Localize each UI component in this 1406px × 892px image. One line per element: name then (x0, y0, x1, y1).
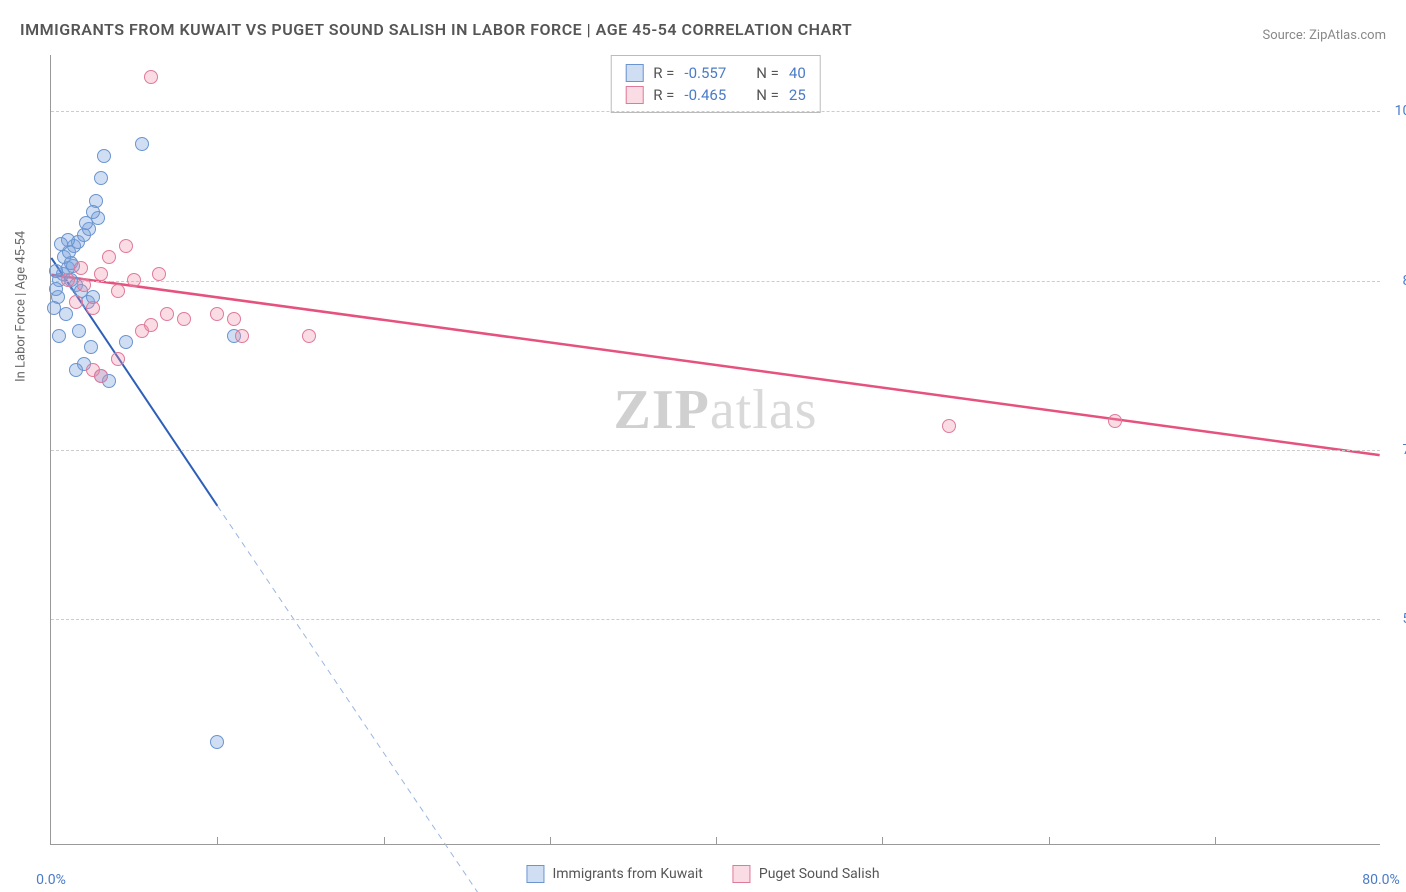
watermark-bold: ZIP (614, 379, 710, 441)
scatter-point (47, 301, 61, 315)
x-tick (882, 837, 883, 845)
scatter-point (144, 318, 158, 332)
source-attribution: Source: ZipAtlas.com (1262, 28, 1386, 43)
scatter-point (86, 205, 100, 219)
x-tick (217, 837, 218, 845)
r-label: R = (653, 64, 674, 82)
scatter-point (942, 419, 956, 433)
scatter-point (177, 312, 191, 326)
series-legend: Immigrants from Kuwait Puget Sound Salish (526, 865, 879, 883)
scatter-point (54, 237, 68, 251)
trend-line (51, 275, 1379, 455)
scatter-point (97, 149, 111, 163)
chart-plot-area: In Labor Force | Age 45-54 ZIPatlas R = … (50, 55, 1380, 845)
watermark: ZIPatlas (614, 378, 818, 442)
scatter-point (69, 363, 83, 377)
scatter-point (111, 352, 125, 366)
x-tick-label: 80.0% (1362, 872, 1400, 888)
y-tick-label: 70.0% (1402, 442, 1406, 458)
gridline (51, 111, 1380, 112)
scatter-point (235, 329, 249, 343)
r-value: -0.465 (684, 86, 726, 104)
scatter-point (144, 70, 158, 84)
x-tick (1215, 837, 1216, 845)
x-tick (384, 837, 385, 845)
scatter-point (94, 171, 108, 185)
legend-item: Immigrants from Kuwait (526, 865, 702, 883)
y-axis-title: In Labor Force | Age 45-54 (14, 230, 29, 381)
scatter-point (52, 329, 66, 343)
scatter-point (61, 273, 75, 287)
source-label: Source: (1262, 28, 1309, 43)
legend-stat-row: R = -0.557 N = 40 (625, 62, 806, 84)
gridline (51, 281, 1380, 282)
x-tick-label: 0.0% (36, 872, 66, 888)
n-label: N = (756, 86, 779, 104)
n-value: 25 (789, 86, 806, 104)
legend-swatch (733, 865, 751, 883)
scatter-point (302, 329, 316, 343)
scatter-point (49, 282, 63, 296)
x-tick (1049, 837, 1050, 845)
scatter-point (94, 267, 108, 281)
scatter-point (94, 369, 108, 383)
n-value: 40 (789, 64, 806, 82)
gridline (51, 619, 1380, 620)
scatter-point (210, 307, 224, 321)
x-tick (716, 837, 717, 845)
gridline (51, 450, 1380, 451)
scatter-point (135, 137, 149, 151)
legend-stat-row: R = -0.465 N = 25 (625, 84, 806, 106)
chart-title: IMMIGRANTS FROM KUWAIT VS PUGET SOUND SA… (20, 20, 852, 39)
scatter-point (77, 278, 91, 292)
scatter-point (72, 324, 86, 338)
scatter-point (86, 301, 100, 315)
legend-label: Puget Sound Salish (759, 866, 880, 882)
y-tick-label: 55.0% (1402, 611, 1406, 627)
legend-swatch (526, 865, 544, 883)
scatter-point (119, 335, 133, 349)
n-label: N = (756, 64, 779, 82)
r-value: -0.557 (684, 64, 726, 82)
legend-label: Immigrants from Kuwait (552, 866, 702, 882)
watermark-light: atlas (710, 379, 818, 441)
legend-item: Puget Sound Salish (733, 865, 880, 883)
scatter-point (160, 307, 174, 321)
scatter-point (102, 250, 116, 264)
correlation-legend: R = -0.557 N = 40 R = -0.465 N = 25 (610, 55, 821, 113)
scatter-point (111, 284, 125, 298)
scatter-point (74, 261, 88, 275)
scatter-point (69, 295, 83, 309)
scatter-point (152, 267, 166, 281)
scatter-point (1108, 414, 1122, 428)
trend-line-extrapolated (217, 506, 483, 892)
y-tick-label: 100.0% (1395, 103, 1406, 119)
legend-swatch (625, 64, 643, 82)
r-label: R = (653, 86, 674, 104)
x-tick (550, 837, 551, 845)
scatter-point (119, 239, 133, 253)
scatter-point (84, 340, 98, 354)
scatter-point (127, 273, 141, 287)
legend-swatch (625, 86, 643, 104)
y-tick-label: 85.0% (1402, 273, 1406, 289)
scatter-point (227, 312, 241, 326)
source-name: ZipAtlas.com (1309, 28, 1386, 43)
scatter-point (210, 735, 224, 749)
